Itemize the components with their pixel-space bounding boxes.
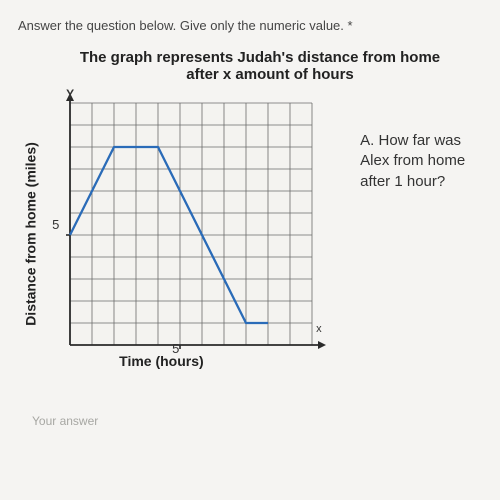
question-text: A. How far was Alex from home after 1 ho… [360, 131, 488, 192]
chart-container: Y 5 5 Time (hours) x [34, 89, 342, 364]
question-line-1: A. How far was [360, 131, 488, 151]
x-axis-label: Time (hours) [119, 353, 204, 369]
question-line-2: Alex from home [360, 151, 488, 171]
answer-input-placeholder[interactable]: Your answer [32, 414, 98, 428]
y-axis-letter: Y [66, 87, 74, 101]
instruction-text: Answer the question below. Give only the… [12, 18, 488, 33]
line-chart [34, 89, 342, 359]
question-line-3: after 1 hour? [360, 172, 488, 192]
y-tick-5: 5 [52, 217, 59, 232]
chart-title-1: The graph represents Judah's distance fr… [12, 49, 488, 66]
x-axis-letter: x [316, 323, 322, 335]
chart-title-2: after x amount of hours [12, 66, 488, 83]
